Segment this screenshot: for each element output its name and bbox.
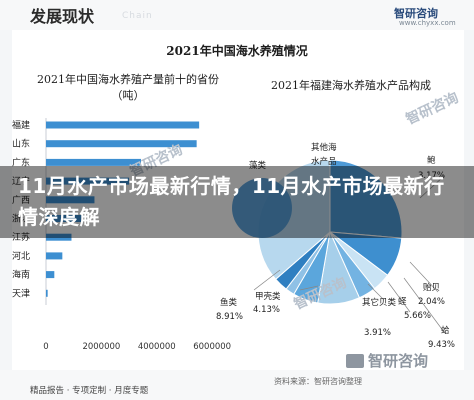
pie-pct-crustacean: 4.13% [253,305,281,315]
bar-x-tick-label: 0 [43,342,48,352]
pie-pct-clam: 9.43% [428,340,456,350]
pie-leader-line [253,269,281,291]
pie-slice [329,159,403,239]
pie-label-fish: 鱼类 [220,298,238,308]
header-subtitle: Chain [122,11,153,21]
header-title: 发展现状 [30,7,95,26]
pie-leader-line [387,281,411,313]
main-title: 2021年中国海水养殖情况 [166,44,308,58]
pie-label-crustacean: 甲壳类 [255,292,281,302]
pie-pct-abalone: 3.17% [418,171,446,181]
headline-banner [0,166,474,238]
bar-mark [46,233,72,241]
bar-mark [46,196,95,204]
bar-category-label: 江苏 [12,231,30,243]
bar-category-label: 山东 [12,138,30,150]
footer-source: 资料来源：智研咨询整理 [274,377,362,386]
bar-chart-title: 2021年中国海水养殖产量前十的省份（吨） [37,73,219,102]
bar-mark [46,140,197,148]
bar-category-label: 天津 [12,288,30,299]
bar-x-tick-label: 6000000 [193,342,231,352]
bar-x-tick-label: 2000000 [82,342,120,352]
bar-category-label: 河北 [12,250,30,262]
bar-mark [46,215,83,222]
brand-url: www.chyxx.com [399,19,456,27]
bar-category-label: 广西 [12,194,30,206]
pie-label-razor-clam: 蛏 [398,297,407,307]
brand-logo: 智研咨询 [394,7,438,20]
bar-mark [46,177,130,185]
pie-leader-line [299,285,319,291]
bar-category-label: 海南 [12,269,30,281]
bottom-logo: 智研咨询 [368,352,429,370]
logo-icon [346,354,364,368]
pie-leader-line [419,175,445,199]
pie-label-other-top: 其他海 [311,143,337,153]
bar-mark [46,271,55,279]
bar-x-tick-label: 4000000 [138,342,176,352]
bar-mark [46,158,141,166]
pie-pct-razor-clam: 5.66% [404,311,432,321]
pie-leader-line [367,283,385,301]
header-bar [0,0,474,30]
bar-category-label: 辽宁 [12,175,30,187]
footer-services: 精品报告 · 专项定制 · 月度专题 [30,386,149,396]
pie-leader-line [409,261,439,293]
bar-mark [46,121,200,129]
pie-sub-circle [232,178,292,238]
pie-pct-other-shellfish: 3.91% [364,328,392,338]
pie-chart-title: 2021年福建海水养殖水产品构成 [271,79,431,92]
pie-pct-mussel: 2.04% [418,297,446,307]
pie-label-other-bottom: 水产品 [311,157,337,167]
footer-bar [0,370,474,400]
pie-label-abalone: 鲍 [427,156,436,166]
pie-leader-line [403,277,445,333]
bar-mark [46,289,48,297]
bar-category-label: 浙江 [12,213,30,225]
headline-text[interactable]: 11月水产市场最新行情，11月水产市场最新行情深度解 [18,174,445,229]
pie-label-clam: 蛤 [441,326,450,336]
pie-pct-fish: 8.91% [216,312,244,322]
bar-mark [46,252,63,260]
bar-category-label: 福建 [12,119,30,131]
pie-label-mussel: 贻贝 [423,283,441,293]
pie-label-other-shellfish: 其它贝类 [362,298,397,308]
bar-category-label: 广东 [12,156,30,168]
pie-label-algae: 藻类 [249,161,267,171]
